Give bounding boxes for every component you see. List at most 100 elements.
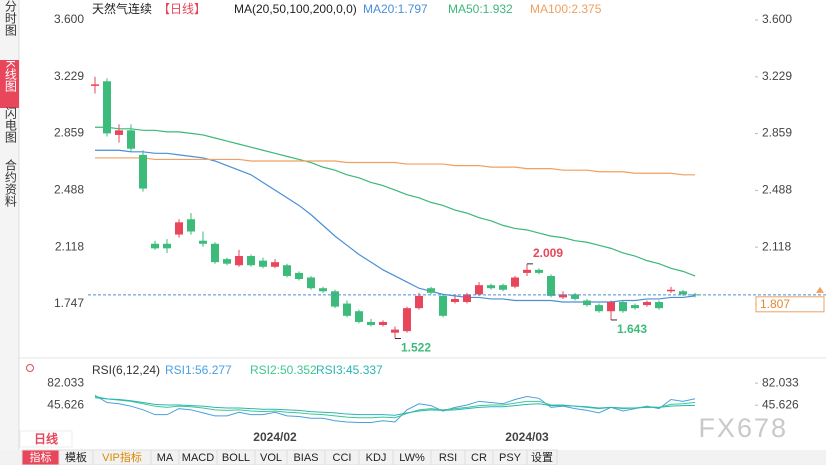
y-tick-label: 2.118 [55, 239, 84, 253]
candle-body [475, 285, 483, 295]
candle-body [199, 240, 207, 244]
ma-line [95, 157, 695, 176]
chart-title: 天然气连续 [92, 1, 152, 16]
toolbar-button-label[interactable]: BOLL [222, 452, 250, 464]
rsi-icon [26, 364, 34, 372]
candle-body [547, 275, 555, 296]
x-tick-label: 2024/02 [253, 430, 297, 444]
toolbar-button-label[interactable]: 模板 [65, 450, 87, 464]
candle-body [391, 329, 399, 333]
candle-body [295, 272, 303, 280]
candle-body [379, 321, 387, 326]
ma-line [95, 149, 696, 303]
candle-body [583, 300, 591, 306]
candle-body [319, 288, 327, 292]
candle-body [667, 289, 675, 292]
period-button-label[interactable]: 日线 [34, 431, 58, 446]
rsi-line [94, 395, 696, 419]
toolbar-button-label[interactable]: BIAS [293, 452, 318, 464]
legend-entry: MA50:1.932 [448, 2, 513, 16]
candle-body [223, 259, 231, 264]
y-tick-label: 3.229 [762, 69, 792, 83]
rsi-legend: RSI3:45.337 [316, 363, 383, 377]
toolbar-button-label[interactable]: 指标 [30, 450, 52, 464]
toolbar-button-label[interactable]: CCI [333, 452, 352, 464]
candle-body [91, 84, 99, 86]
y-tick-label: 2.859 [54, 126, 84, 140]
candle-body [571, 294, 579, 299]
candle-body [235, 256, 243, 266]
y-tick-label: 2.118 [762, 239, 791, 253]
candle-body [367, 321, 375, 326]
candle-body [115, 130, 123, 135]
candle-body [535, 269, 543, 273]
rsi-legend: RSI2:50.352 [250, 363, 317, 377]
y-tick-label: 2.859 [762, 126, 792, 140]
watermark: FX678 [698, 413, 788, 443]
period-button[interactable] [19, 430, 73, 448]
candle-body [595, 305, 603, 312]
sidebar-tab[interactable]: K线图 [3, 60, 17, 92]
rsi-line [94, 394, 696, 424]
candle-body [355, 311, 363, 322]
legend-entry: MA20:1.797 [363, 2, 428, 16]
candle-body [175, 222, 183, 235]
toolbar-button-label[interactable]: VIP指标 [102, 450, 142, 464]
candle-body [163, 243, 171, 249]
y-tick-label: 2.488 [54, 183, 84, 197]
annotation: 2.009 [533, 246, 563, 260]
last-price-box [755, 296, 825, 313]
candle-body [259, 260, 267, 267]
toolbar-button-label[interactable]: RSI [439, 452, 457, 464]
toolbar-button-label[interactable]: PSY [499, 452, 522, 464]
candle-body [427, 288, 435, 293]
candle-body [103, 81, 111, 134]
y-tick-label: 3.600 [762, 12, 792, 26]
candle-body [127, 130, 135, 149]
candle-body [511, 277, 519, 287]
last-price-arrow [816, 286, 824, 293]
sidebar [0, 0, 19, 450]
candle-body [463, 294, 471, 303]
legend-entry: MA100:2.375 [530, 2, 602, 16]
candle-body [403, 308, 411, 332]
toolbar-button-label[interactable]: VOL [260, 452, 282, 464]
candle-body [499, 285, 507, 290]
y-tick-label: 1.747 [54, 296, 84, 310]
candle-body [439, 295, 447, 316]
sidebar-tab-active [0, 60, 19, 108]
candle-body [655, 302, 663, 309]
toolbar-button-label[interactable]: KDJ [366, 452, 387, 464]
sidebar-tab[interactable]: 分时图 [3, 0, 17, 36]
toolbar-button-label[interactable]: MA [157, 452, 174, 464]
sidebar-tab[interactable]: 合约资料 [3, 158, 17, 207]
candle-body [559, 294, 567, 298]
candle-body [283, 265, 291, 276]
candle-body [679, 291, 687, 295]
last-price-label: 1.807 [760, 297, 790, 311]
period-tag: 【日线】 [158, 2, 206, 16]
candle-body [487, 285, 495, 289]
candle-body [619, 302, 627, 312]
rsi-legend: RSI1:56.277 [165, 363, 232, 377]
candle-body [139, 154, 147, 189]
indicator: MA(20,50,100,200,0,0) [234, 2, 357, 16]
candle-body [415, 295, 423, 309]
candle-body [631, 305, 639, 309]
candle-body [331, 291, 339, 307]
candle-body [211, 243, 219, 263]
candle-body [643, 302, 651, 306]
candle-body [151, 243, 159, 249]
annotation: 1.522 [401, 341, 431, 355]
toolbar-button-label[interactable]: 设置 [531, 451, 553, 464]
annotation: 1.643 [617, 322, 647, 336]
toolbar-button-label[interactable]: LW% [399, 452, 425, 464]
toolbar-button[interactable] [526, 449, 558, 465]
toolbar-button-label[interactable]: CR [471, 452, 487, 464]
y-tick-label: 2.488 [762, 183, 792, 197]
rsi-line [94, 397, 696, 416]
toolbar-button-label[interactable]: MACD [182, 452, 214, 464]
sidebar-tab[interactable]: 闪电图 [3, 107, 17, 143]
